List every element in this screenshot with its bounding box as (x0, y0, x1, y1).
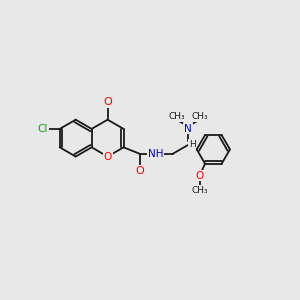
Text: O: O (136, 166, 144, 176)
Text: CH₃: CH₃ (191, 186, 208, 195)
Text: O: O (103, 97, 112, 107)
Text: N: N (184, 124, 192, 134)
Text: CH₃: CH₃ (191, 112, 208, 121)
Text: NH: NH (148, 149, 163, 159)
Text: H: H (189, 140, 196, 149)
Text: Cl: Cl (38, 124, 48, 134)
Text: O: O (196, 171, 204, 181)
Text: CH₃: CH₃ (168, 112, 185, 121)
Text: O: O (103, 152, 112, 161)
